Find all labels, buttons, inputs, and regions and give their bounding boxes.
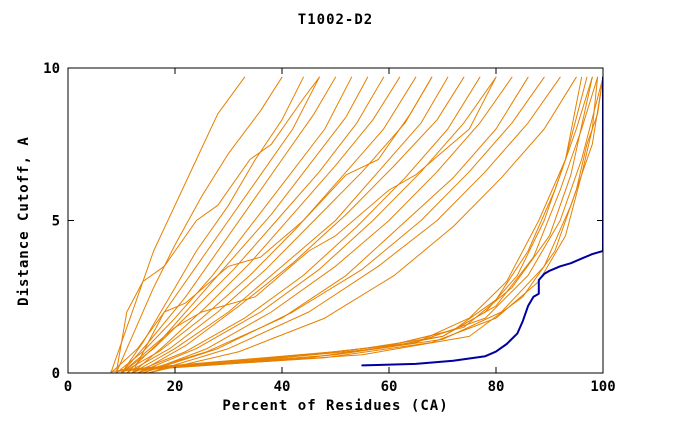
series-model-16 <box>142 76 513 373</box>
series-model-11 <box>126 76 433 373</box>
x-tick-label: 0 <box>64 379 72 395</box>
series-model-31 <box>142 76 603 371</box>
series-model-18 <box>142 76 545 373</box>
series-model-13 <box>137 76 465 373</box>
y-tick-label: 0 <box>52 366 60 382</box>
series-model-22 <box>131 76 599 371</box>
x-axis-label: Percent of Residues (CA) <box>222 398 449 414</box>
y-tick-label: 5 <box>52 214 60 230</box>
series-model-06 <box>115 76 353 373</box>
series-model-08 <box>121 76 385 373</box>
series-model-07 <box>126 76 369 373</box>
series-model-19 <box>147 76 561 373</box>
y-tick-label: 10 <box>43 61 60 77</box>
series-group <box>110 76 603 373</box>
series-model-04 <box>110 76 320 373</box>
x-tick-label: 20 <box>167 379 184 395</box>
series-model-09 <box>131 76 401 373</box>
series-model-01 <box>110 76 246 373</box>
series-model-29 <box>131 76 433 373</box>
x-tick-label: 100 <box>590 379 615 395</box>
series-model-32 <box>131 76 599 371</box>
series-model-24 <box>126 76 603 371</box>
series-model-21 <box>121 76 588 371</box>
series-model-12 <box>131 76 449 373</box>
series-model-27 <box>110 76 583 372</box>
series-model-30 <box>115 76 320 373</box>
series-model-05 <box>121 76 336 373</box>
chart-title: T1002-D2 <box>297 12 374 28</box>
series-model-17 <box>137 76 529 373</box>
series-model-25 <box>137 76 603 371</box>
series-model-14 <box>131 76 481 373</box>
series-model-28 <box>121 76 497 373</box>
series-best-model <box>361 76 603 367</box>
series-model-15 <box>137 76 497 373</box>
x-tick-label: 80 <box>488 379 505 395</box>
x-tick-label: 60 <box>381 379 398 395</box>
series-model-10 <box>121 76 417 373</box>
y-axis-label: Distance Cutoff, A <box>16 136 32 306</box>
x-tick-label: 40 <box>274 379 291 395</box>
series-model-20 <box>147 76 577 373</box>
series-model-03 <box>121 76 304 373</box>
series-model-02 <box>115 76 283 373</box>
